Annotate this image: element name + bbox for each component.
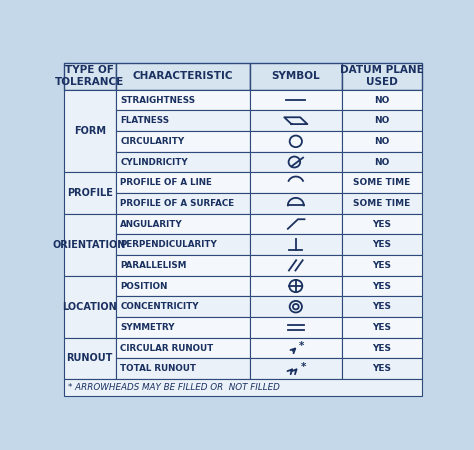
Text: POSITION: POSITION bbox=[120, 282, 168, 291]
Text: CIRCULAR RUNOUT: CIRCULAR RUNOUT bbox=[120, 343, 214, 352]
Text: YES: YES bbox=[373, 302, 392, 311]
Bar bbox=[116, 152, 250, 172]
Text: *: * bbox=[301, 362, 307, 372]
Text: PARALLELISM: PARALLELISM bbox=[120, 261, 187, 270]
Bar bbox=[342, 193, 422, 214]
Text: NO: NO bbox=[374, 158, 390, 166]
Text: SOME TIME: SOME TIME bbox=[353, 178, 410, 187]
Text: SYMMETRY: SYMMETRY bbox=[120, 323, 175, 332]
Text: *: * bbox=[299, 341, 304, 351]
Bar bbox=[116, 255, 250, 276]
Bar bbox=[116, 63, 250, 90]
Bar bbox=[64, 214, 116, 276]
Text: YES: YES bbox=[373, 240, 392, 249]
Text: NO: NO bbox=[374, 137, 390, 146]
Bar bbox=[116, 234, 250, 255]
Text: NO: NO bbox=[374, 116, 390, 125]
Bar bbox=[64, 338, 116, 379]
Text: CHARACTERISTIC: CHARACTERISTIC bbox=[133, 71, 233, 81]
Bar bbox=[116, 90, 250, 110]
Bar bbox=[116, 317, 250, 338]
Text: SYMBOL: SYMBOL bbox=[272, 71, 320, 81]
Text: RUNOUT: RUNOUT bbox=[66, 353, 113, 363]
Text: CIRCULARITY: CIRCULARITY bbox=[120, 137, 185, 146]
Bar bbox=[342, 255, 422, 276]
Bar bbox=[250, 90, 342, 110]
Bar bbox=[116, 276, 250, 297]
Bar bbox=[250, 152, 342, 172]
Bar bbox=[116, 297, 250, 317]
Text: ANGULARITY: ANGULARITY bbox=[120, 220, 183, 229]
Bar bbox=[342, 297, 422, 317]
Bar bbox=[116, 214, 250, 234]
Bar bbox=[116, 358, 250, 379]
Text: TOTAL RUNOUT: TOTAL RUNOUT bbox=[120, 364, 196, 373]
Bar bbox=[342, 172, 422, 193]
Bar bbox=[250, 131, 342, 152]
Text: CYLINDRICITY: CYLINDRICITY bbox=[120, 158, 188, 166]
Bar bbox=[250, 276, 342, 297]
Bar bbox=[250, 338, 342, 358]
Text: FORM: FORM bbox=[73, 126, 106, 136]
Text: TYPE OF
TOLERANCE: TYPE OF TOLERANCE bbox=[55, 65, 124, 87]
Bar bbox=[250, 255, 342, 276]
Text: ORIENTATION: ORIENTATION bbox=[53, 240, 127, 250]
Bar bbox=[342, 358, 422, 379]
Bar bbox=[64, 379, 422, 396]
Bar bbox=[342, 131, 422, 152]
Bar bbox=[342, 276, 422, 297]
Text: STRAIGHTNESS: STRAIGHTNESS bbox=[120, 95, 196, 104]
Text: YES: YES bbox=[373, 323, 392, 332]
Text: NO: NO bbox=[374, 95, 390, 104]
Bar bbox=[250, 193, 342, 214]
Bar bbox=[116, 131, 250, 152]
Bar bbox=[116, 110, 250, 131]
Bar bbox=[250, 234, 342, 255]
Text: YES: YES bbox=[373, 220, 392, 229]
Text: * ARROWHEADS MAY BE FILLED OR  NOT FILLED: * ARROWHEADS MAY BE FILLED OR NOT FILLED bbox=[68, 383, 280, 392]
Text: YES: YES bbox=[373, 364, 392, 373]
Bar bbox=[250, 63, 342, 90]
Text: PROFILE OF A SURFACE: PROFILE OF A SURFACE bbox=[120, 199, 235, 208]
Bar bbox=[116, 172, 250, 193]
Bar bbox=[342, 63, 422, 90]
Bar bbox=[342, 338, 422, 358]
Bar bbox=[342, 152, 422, 172]
Text: FLATNESS: FLATNESS bbox=[120, 116, 170, 125]
Text: PROFILE OF A LINE: PROFILE OF A LINE bbox=[120, 178, 212, 187]
Bar bbox=[250, 317, 342, 338]
Text: YES: YES bbox=[373, 261, 392, 270]
Bar bbox=[342, 234, 422, 255]
Bar bbox=[250, 297, 342, 317]
Text: LOCATION: LOCATION bbox=[62, 302, 117, 312]
Text: PROFILE: PROFILE bbox=[67, 188, 113, 198]
Text: DATUM PLANE
USED: DATUM PLANE USED bbox=[340, 65, 424, 87]
Bar bbox=[250, 358, 342, 379]
Text: CONCENTRICITY: CONCENTRICITY bbox=[120, 302, 199, 311]
Bar bbox=[342, 90, 422, 110]
Bar bbox=[116, 338, 250, 358]
Bar bbox=[342, 214, 422, 234]
Bar bbox=[250, 110, 342, 131]
Bar bbox=[64, 172, 116, 214]
Bar bbox=[342, 317, 422, 338]
Text: SOME TIME: SOME TIME bbox=[353, 199, 410, 208]
Bar bbox=[250, 172, 342, 193]
Text: YES: YES bbox=[373, 282, 392, 291]
Bar bbox=[64, 63, 116, 90]
Bar bbox=[116, 193, 250, 214]
Bar bbox=[342, 110, 422, 131]
Bar bbox=[64, 90, 116, 172]
Bar bbox=[250, 214, 342, 234]
Bar bbox=[64, 276, 116, 338]
Text: YES: YES bbox=[373, 343, 392, 352]
Text: PERPENDICULARITY: PERPENDICULARITY bbox=[120, 240, 217, 249]
